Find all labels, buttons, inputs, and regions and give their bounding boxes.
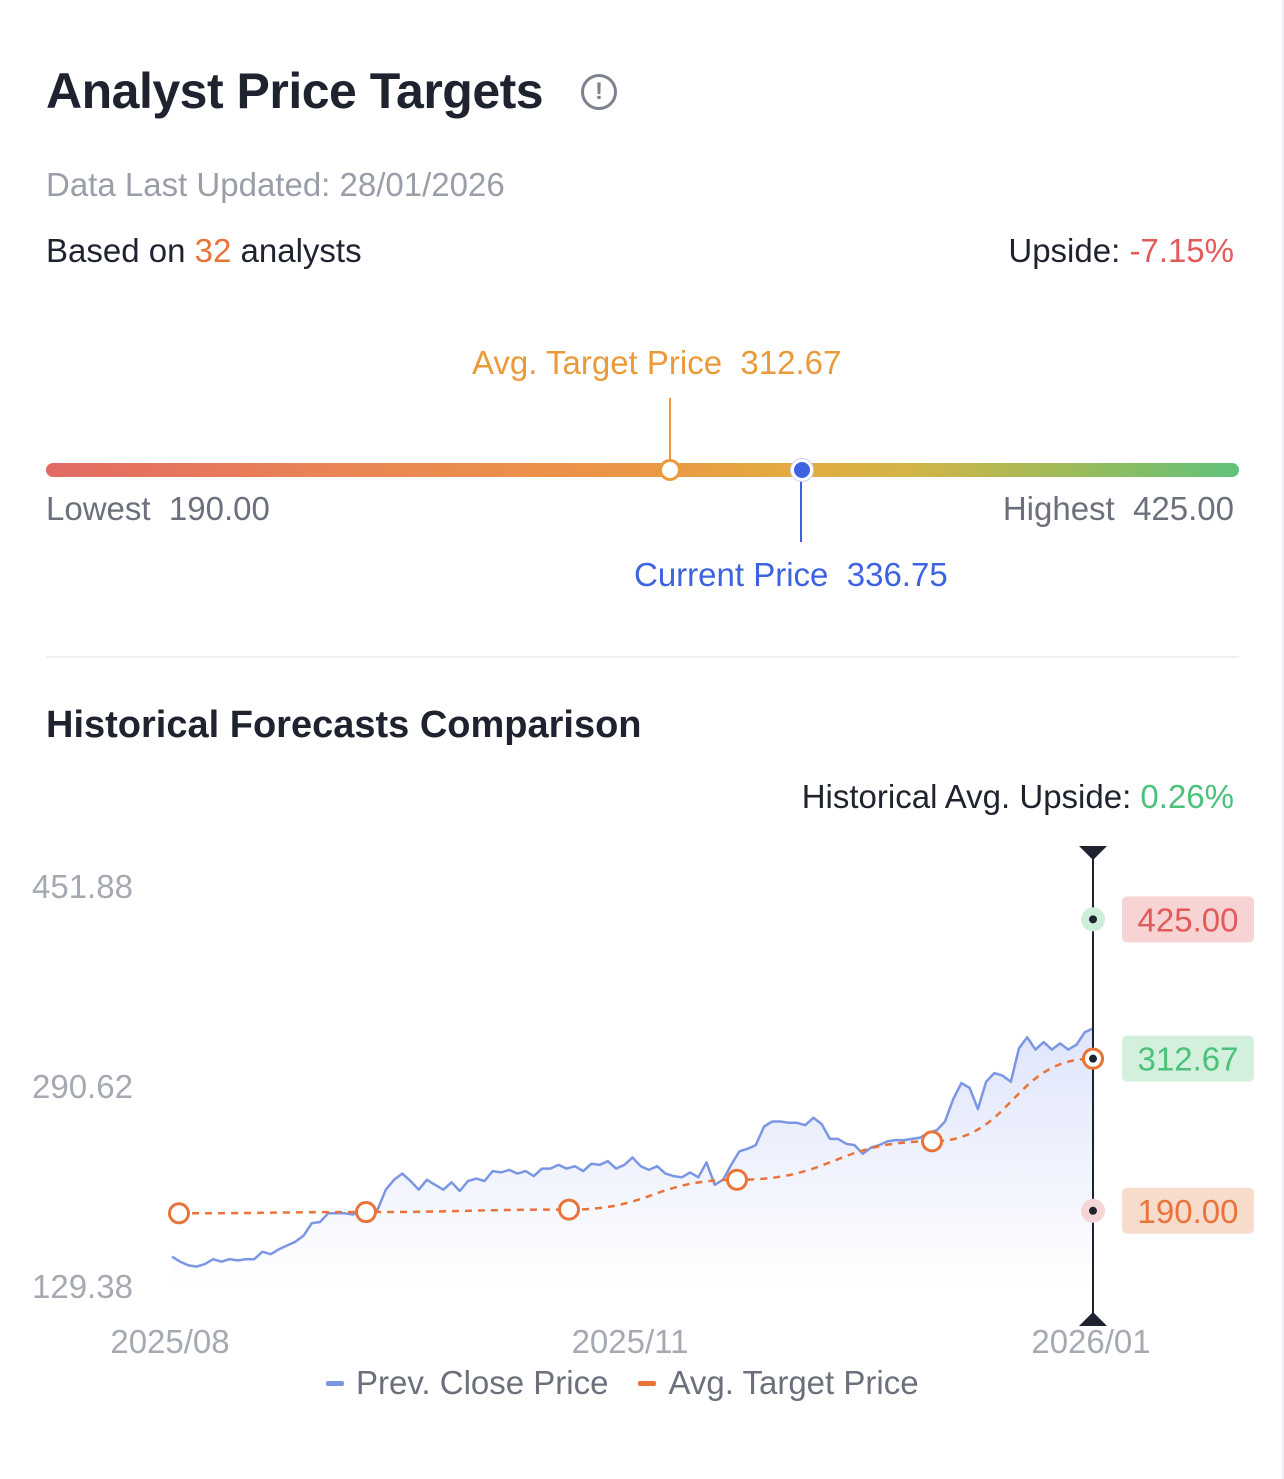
avg-marker-dot (1089, 1054, 1097, 1063)
info-icon[interactable]: ! (581, 74, 617, 110)
highest-value: 425.00 (1133, 490, 1234, 527)
legend-label-prev-close: Prev. Close Price (356, 1364, 609, 1401)
last-updated-text: Data Last Updated: 28/01/2026 (46, 166, 505, 203)
avg-target-point (726, 1168, 748, 1191)
cursor-bottom-arrow (1079, 1312, 1107, 1326)
current-price-marker (791, 459, 813, 481)
analyst-count-text: Based on 32 analysts (46, 232, 362, 270)
current-price-label: Current Price 336.75 (634, 556, 948, 594)
upside-value: -7.15% (1129, 232, 1234, 269)
avg-target-tick (669, 398, 671, 460)
lowest-label: Lowest 190.00 (46, 490, 270, 528)
lowest-text: Lowest (46, 490, 151, 527)
section-divider (46, 656, 1239, 658)
avg-target-point (355, 1201, 377, 1224)
high-badge (1122, 896, 1254, 943)
analyst-count: 32 (194, 232, 232, 269)
highest-text: Highest (1002, 490, 1115, 527)
x-tick-label: 2025/08 (110, 1323, 229, 1360)
historical-forecast-chart[interactable]: 451.88 290.62 129.38 425.00 312.67 190.00 2025… (0, 830, 1284, 1360)
y-tick-label: 129.38 (32, 1268, 133, 1305)
legend-item-prev-close[interactable]: Prev. Close Price (326, 1364, 608, 1402)
low-marker-dot (1089, 1206, 1097, 1215)
x-tick-label: 2026/01 (1031, 1323, 1150, 1360)
price-line (171, 1027, 1094, 1268)
cursor-top-arrow (1079, 846, 1107, 860)
y-tick-label: 290.62 (32, 1068, 133, 1105)
upside-text: Upside: -7.15% (1008, 232, 1234, 270)
avg-target-marker (659, 459, 681, 481)
avg-target-text: Avg. Target Price (472, 344, 723, 381)
legend-swatch-prev-close (326, 1380, 344, 1386)
high-marker-dot (1089, 915, 1097, 924)
avg-target-point (558, 1198, 580, 1221)
avg-target-point (168, 1202, 190, 1225)
x-tick-label: 2025/11 (572, 1323, 689, 1360)
avg-target-line (178, 1057, 1094, 1215)
legend-label-avg-target: Avg. Target Price (668, 1364, 919, 1401)
current-price-value: 336.75 (846, 556, 948, 593)
high-badge-label: 425.00 (1138, 901, 1239, 938)
historical-upside-value: 0.26% (1140, 778, 1234, 815)
lowest-value: 190.00 (168, 490, 270, 527)
chart-legend: Prev. Close Price Avg. Target Price (326, 1364, 919, 1402)
avg-badge-label: 312.67 (1138, 1041, 1239, 1078)
historical-title: Historical Forecasts Comparison (46, 704, 642, 746)
avg-target-value: 312.67 (740, 344, 842, 381)
historical-upside-text: Historical Avg. Upside: 0.26% (802, 778, 1234, 816)
page-title: Analyst Price Targets (46, 63, 544, 119)
low-badge (1122, 1187, 1254, 1234)
avg-target-point (921, 1130, 943, 1153)
price-area (172, 1028, 1093, 1286)
upside-label: Upside: (1008, 232, 1130, 269)
legend-swatch-avg-target (638, 1380, 657, 1386)
current-price-tick (800, 480, 802, 542)
avg-target-label: Avg. Target Price 312.67 (472, 344, 841, 382)
based-prefix: Based on (46, 232, 195, 269)
price-range-bar (46, 463, 1239, 477)
current-price-text: Current Price (634, 556, 829, 593)
avg-badge (1122, 1035, 1254, 1082)
legend-item-avg-target[interactable]: Avg. Target Price (638, 1364, 919, 1402)
based-suffix: analysts (231, 232, 362, 269)
low-badge-label: 190.00 (1138, 1193, 1239, 1230)
highest-label: Highest 425.00 (1003, 490, 1234, 528)
y-tick-label: 451.88 (32, 868, 133, 905)
historical-upside-label: Historical Avg. Upside: (801, 778, 1141, 815)
